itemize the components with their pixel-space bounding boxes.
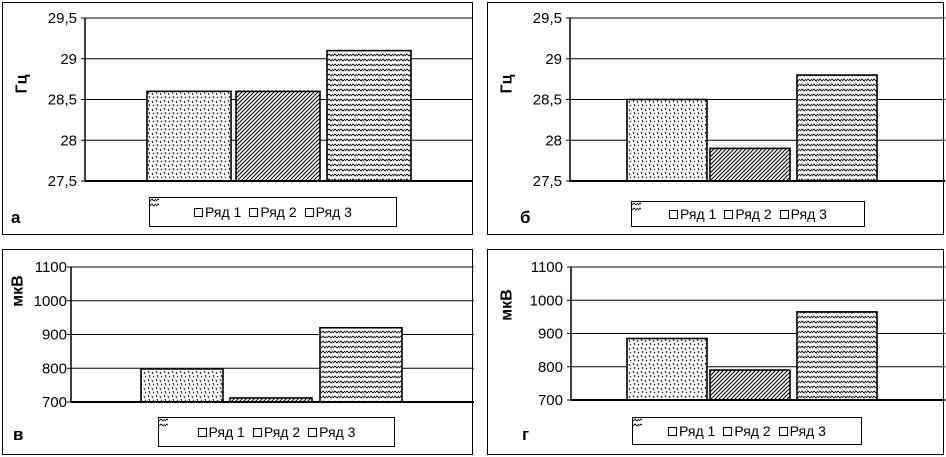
bar-series-1 xyxy=(140,368,224,403)
swatch-rect xyxy=(159,418,168,427)
chart-b-legend-item-2: Ряд 2 xyxy=(632,202,772,222)
chart-b-legend-item-3: Ряд 3 xyxy=(632,202,827,222)
y-tick-label: 700 xyxy=(42,394,67,411)
bar-series-3 xyxy=(326,49,412,182)
series-3-swatch xyxy=(632,202,789,219)
chart-d-ylabel: мкВ xyxy=(498,289,516,321)
swatch-fill xyxy=(159,418,168,427)
y-tick-label: 800 xyxy=(42,360,67,377)
y-tick-label: 900 xyxy=(42,327,67,344)
bar-series-1 xyxy=(146,90,232,182)
swatch-fill xyxy=(632,202,641,211)
legend-label: Ряд 3 xyxy=(790,206,827,222)
y-tick-label: 28,5 xyxy=(533,92,562,109)
y-tick-label: 28,5 xyxy=(48,92,77,109)
y-tick-label: 28 xyxy=(545,132,562,149)
series-1-swatch xyxy=(633,418,678,436)
legend-label: Ряд 3 xyxy=(319,424,356,440)
chart-b-ylabel: Гц xyxy=(498,74,516,94)
bar-series-2 xyxy=(709,147,791,182)
swatch-rect xyxy=(632,202,641,211)
series-3-swatch xyxy=(633,418,788,436)
series-2-swatch xyxy=(633,418,733,436)
y-tick-label: 27,5 xyxy=(533,173,562,190)
chart-a-ylabel: Гц xyxy=(13,74,31,94)
swatch-fill xyxy=(150,198,159,207)
chart-d-legend-item-2: Ряд 2 xyxy=(633,418,771,439)
y-tick-label: 29 xyxy=(60,51,77,68)
legend-label: Ряд 3 xyxy=(789,423,826,439)
chart-panel-a: 27,5 28 28,5 29 29,5 Гц Ряд 1 Ряд 2 Ряд 3 а xyxy=(2,2,473,235)
y-tick-label: 700 xyxy=(538,392,563,409)
y-tick-label: 29 xyxy=(545,51,562,68)
legend-label: Ряд 1 xyxy=(208,424,245,440)
y-tick-label: 28 xyxy=(60,132,77,149)
series-2-swatch xyxy=(159,418,262,437)
chart-c-legend: Ряд 1 Ряд 2 Ряд 3 xyxy=(158,417,395,447)
legend-label: Ряд 2 xyxy=(734,423,771,439)
chart-a-legend-item-3: Ряд 3 xyxy=(150,198,352,220)
chart-d-legend-item-1: Ряд 1 xyxy=(633,418,716,439)
chart-a-legend: Ряд 1 Ряд 2 Ряд 3 xyxy=(149,197,397,227)
bar-series-2 xyxy=(235,90,321,182)
legend-label: Ряд 1 xyxy=(680,206,717,222)
chart-c-ylabel: мкВ xyxy=(9,275,27,307)
chart-d-plot: 700 800 900 1000 1100 xyxy=(530,259,945,409)
series-2-swatch xyxy=(150,198,259,217)
chart-a-panel-letter: а xyxy=(11,208,21,227)
legend-label: Ряд 2 xyxy=(260,204,297,220)
bar-series-3 xyxy=(319,326,403,403)
chart-d-legend: Ряд 1 Ряд 2 Ряд 3 xyxy=(632,417,862,445)
y-tick-label: 800 xyxy=(538,359,563,376)
chart-a-legend-item-1: Ряд 1 xyxy=(150,198,242,220)
series-3-swatch xyxy=(159,418,318,437)
bar-series-3 xyxy=(796,74,878,182)
bar-series-1 xyxy=(626,98,708,182)
chart-a-plot: 27,5 28 28,5 29 29,5 xyxy=(48,10,472,190)
bar-series-3 xyxy=(796,311,878,401)
bar-series-2 xyxy=(709,369,791,401)
chart-b-legend-item-1: Ряд 1 xyxy=(632,202,717,222)
legend-label: Ряд 1 xyxy=(679,423,716,439)
chart-c-legend-item-1: Ряд 1 xyxy=(159,418,245,440)
series-2-swatch xyxy=(632,202,734,219)
chart-panel-b: 27,5 28 28,5 29 29,5 Гц Ряд 1 Ряд 2 Ряд 3 б xyxy=(487,2,945,235)
legend-label: Ряд 3 xyxy=(315,204,352,220)
chart-d-legend-item-3: Ряд 3 xyxy=(633,418,826,439)
chart-b-legend: Ряд 1 Ряд 2 Ряд 3 xyxy=(631,201,865,227)
chart-c-plot: 700 800 900 1000 1100 xyxy=(34,259,474,411)
series-1-swatch xyxy=(159,418,207,437)
chart-d-panel-letter: г xyxy=(522,425,530,444)
chart-a-legend-item-2: Ряд 2 xyxy=(150,198,297,220)
y-tick-label: 1100 xyxy=(531,259,563,276)
y-tick-label: 29,5 xyxy=(48,10,77,27)
legend-label: Ряд 2 xyxy=(735,206,772,222)
series-1-swatch xyxy=(632,202,679,219)
y-tick-label: 29,5 xyxy=(533,10,562,27)
y-tick-label: 27,5 xyxy=(48,173,77,190)
chart-b-plot: 27,5 28 28,5 29 29,5 xyxy=(533,10,945,190)
y-tick-label: 1000 xyxy=(530,292,563,309)
y-tick-label: 1100 xyxy=(35,259,67,276)
y-tick-label: 1000 xyxy=(34,293,67,310)
chart-c-legend-item-3: Ряд 3 xyxy=(159,418,356,440)
y-tick-label: 900 xyxy=(538,326,563,343)
chart-c-legend-item-2: Ряд 2 xyxy=(159,418,301,440)
swatch-rect xyxy=(633,418,642,427)
legend-label: Ряд 1 xyxy=(205,204,242,220)
chart-c-panel-letter: в xyxy=(13,425,24,444)
series-3-swatch xyxy=(150,198,314,217)
swatch-rect xyxy=(150,198,159,207)
legend-label: Ряд 2 xyxy=(263,424,301,440)
chart-panel-d: 700 800 900 1000 1100 мкВ Ряд 1 Ряд 2 Ряд 3 … xyxy=(487,249,945,455)
chart-panel-c: 700 800 900 1000 1100 мкВ Ряд 1 Ряд 2 Ряд 3 … xyxy=(2,249,474,455)
series-1-swatch xyxy=(150,198,204,217)
swatch-fill xyxy=(633,418,642,427)
bar-series-1 xyxy=(626,337,708,401)
chart-b-panel-letter: б xyxy=(520,208,531,227)
